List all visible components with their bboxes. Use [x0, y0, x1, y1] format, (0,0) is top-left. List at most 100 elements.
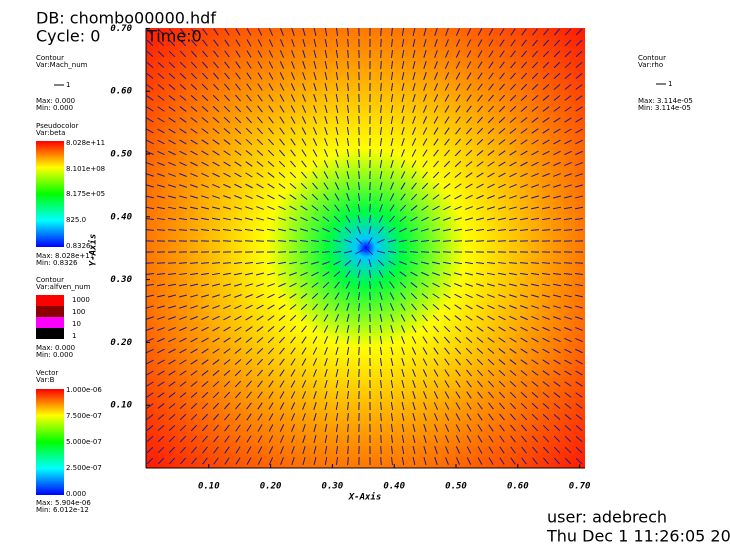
vector-arrow [487, 195, 495, 199]
vector-arrow [520, 424, 528, 432]
vector-arrow [257, 435, 263, 443]
vector-arrow [542, 161, 550, 167]
vector-arrow [445, 39, 449, 47]
vector-arrow [212, 184, 220, 188]
vector-arrow [245, 206, 253, 210]
vector-arrow [454, 293, 462, 299]
vector-arrow [379, 313, 383, 323]
vector-arrow [531, 391, 539, 399]
vector-arrow [553, 61, 561, 69]
vector-arrow [179, 359, 187, 365]
vector-arrow [498, 206, 506, 210]
vector-arrow [335, 347, 339, 355]
vector-arrow [476, 358, 484, 366]
vector-arrow [477, 424, 483, 432]
vector-arrow [313, 435, 317, 443]
vector-arrow [453, 240, 463, 242]
vector-arrow [212, 391, 220, 399]
vector-arrow [400, 325, 406, 333]
vector-arrow [179, 403, 187, 409]
vector-arrow [477, 28, 483, 36]
vector-arrow [178, 283, 188, 287]
vector-arrow [443, 282, 451, 288]
vector-arrow [412, 72, 416, 80]
vector-arrow [313, 424, 317, 432]
vector-arrow [444, 424, 450, 432]
vector-arrow [509, 150, 517, 156]
vector-arrow [245, 283, 253, 287]
vector-arrow [201, 106, 209, 112]
vector-arrow [146, 327, 154, 331]
vector-arrow [531, 337, 539, 343]
vector-arrow [380, 423, 382, 433]
vector-arrow [542, 95, 550, 101]
vector-arrow [156, 229, 166, 231]
vector-arrow [442, 261, 452, 265]
vector-arrow [477, 380, 483, 388]
vector-arrow [335, 379, 339, 389]
vector-arrow [312, 336, 318, 344]
vector-arrow [443, 205, 451, 211]
vector-arrow [531, 424, 539, 432]
vector-arrow [233, 262, 243, 264]
vector-arrow [302, 83, 306, 91]
vector-arrow [245, 369, 253, 377]
vector-arrow [476, 283, 484, 287]
vector-arrow [167, 272, 177, 276]
vector-arrow [145, 294, 155, 298]
vector-arrow [433, 325, 439, 333]
vector-arrow [443, 160, 451, 168]
vector-arrow [212, 305, 220, 309]
y-tick-label: 0.10 [110, 401, 132, 411]
vector-arrow [422, 325, 428, 333]
vector-arrow [332, 239, 342, 243]
vector-arrow [477, 39, 483, 47]
vector-arrow [179, 446, 187, 454]
vector-arrow [498, 161, 506, 167]
vector-arrow [347, 38, 349, 48]
vector-arrow [335, 423, 339, 433]
vector-arrow [168, 348, 176, 354]
vector-arrow [497, 262, 507, 264]
vector-arrow [455, 94, 461, 102]
vector-arrow [542, 305, 550, 309]
vector-arrow [244, 261, 254, 265]
vector-arrow [301, 138, 307, 146]
vector-arrow [476, 127, 484, 135]
vector-arrow [575, 73, 583, 79]
vector-arrow [411, 336, 417, 344]
vector-arrow [246, 413, 252, 421]
vector-arrow [335, 115, 339, 125]
vector-arrow [235, 28, 241, 36]
vector-arrow [541, 217, 551, 221]
vector-arrow [574, 206, 584, 210]
vector-arrow [311, 193, 319, 201]
vector-arrow [234, 326, 242, 332]
vector-arrow [509, 94, 517, 102]
vector-arrow [246, 402, 252, 410]
vector-arrow [335, 71, 339, 81]
vector-arrow [411, 358, 417, 366]
vector-arrow [246, 457, 252, 465]
vector-arrow [564, 457, 572, 465]
vector-arrow [411, 314, 417, 322]
vector-arrow [279, 105, 285, 113]
vector-arrow [313, 94, 317, 102]
vector-arrow [279, 116, 285, 124]
vector-arrow [278, 194, 286, 200]
vector-arrow [466, 413, 472, 421]
vector-arrow [390, 357, 394, 367]
vector-arrow [234, 304, 242, 310]
vector-arrow [466, 83, 472, 91]
vector-arrow [454, 217, 462, 221]
legend-level: 1 [66, 81, 70, 89]
vector-arrow [234, 294, 242, 298]
vector-arrow [575, 348, 583, 354]
vector-arrow [444, 138, 450, 146]
vector-arrow [335, 358, 339, 366]
vector-arrow [300, 303, 308, 311]
vector-arrow [290, 83, 296, 91]
vector-arrow [213, 457, 219, 465]
vector-arrow [278, 160, 286, 168]
vector-arrow [168, 446, 176, 454]
